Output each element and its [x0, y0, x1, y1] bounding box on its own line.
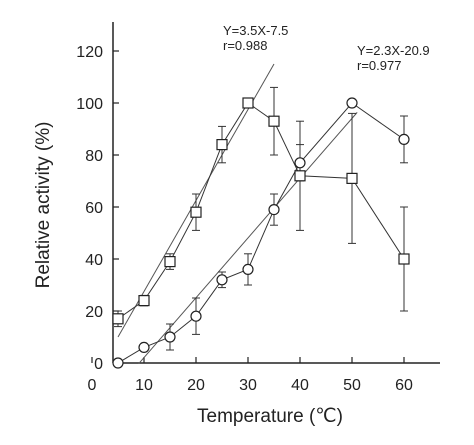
fit-lines	[117, 63, 358, 364]
x-tick-label: 60	[395, 377, 413, 394]
y-tick-label: 40	[85, 252, 103, 269]
x-tick-label: 50	[343, 377, 361, 394]
data-point-square	[398, 253, 410, 265]
data-point-square	[190, 206, 202, 218]
data-point-square	[268, 115, 280, 127]
annotation-fit-2-r: r=0.977	[357, 58, 401, 73]
y-tick-label: 20	[85, 304, 103, 321]
x-tick-label: 30	[239, 377, 257, 394]
data-point-circle	[294, 157, 306, 169]
data-point-square	[346, 172, 358, 184]
data-point-circle	[164, 331, 176, 343]
data-point-circle	[138, 341, 150, 353]
data-point-square	[216, 139, 228, 151]
error-bars	[114, 86, 408, 367]
data-point-square	[164, 256, 176, 268]
x-tick-label: 10	[135, 377, 153, 394]
y-tick-label: 100	[76, 96, 103, 113]
plot-area	[112, 22, 440, 364]
data-point-circle	[112, 357, 124, 369]
x-tick-label: 0	[88, 377, 97, 394]
data-point-circle	[346, 97, 358, 109]
fit-line-2	[138, 112, 358, 364]
y-tick-label: 120	[76, 44, 103, 61]
y-axis-ticks: 0 20 40 60 80 100 120	[76, 44, 119, 373]
y-axis-title: Relative activity (%)	[33, 122, 54, 289]
data-point-square	[112, 313, 124, 325]
data-point-circle	[268, 204, 280, 216]
annotation-fit-1-equation: Y=3.5X-7.5	[223, 23, 288, 38]
x-axis-title: Temperature (℃)	[197, 406, 343, 427]
x-tick-label: 20	[187, 377, 205, 394]
x-axis-ticks: 0 10 20 30 40 50 60	[88, 357, 413, 394]
data-point-circle	[190, 310, 202, 322]
series-2-line	[117, 102, 405, 364]
data-markers	[112, 97, 410, 369]
data-point-square	[294, 170, 306, 182]
annotation-fit-2: Y=2.3X-20.9 r=0.977	[357, 43, 430, 73]
annotation-fit-1-r: r=0.988	[223, 38, 267, 53]
annotation-fit-2-equation: Y=2.3X-20.9	[357, 43, 430, 58]
y-tick-label: 80	[85, 148, 103, 165]
y-tick-label: 60	[85, 200, 103, 217]
data-point-circle	[216, 274, 228, 286]
series-1-line	[117, 102, 405, 320]
x-tick-label: 40	[291, 377, 309, 394]
annotation-fit-1: Y=3.5X-7.5 r=0.988	[223, 23, 288, 53]
data-point-square	[138, 295, 150, 307]
data-point-circle	[398, 133, 410, 145]
data-point-square	[242, 97, 254, 109]
y-tick-label: 0	[94, 356, 103, 373]
series-lines	[117, 102, 405, 364]
data-point-circle	[242, 263, 254, 275]
